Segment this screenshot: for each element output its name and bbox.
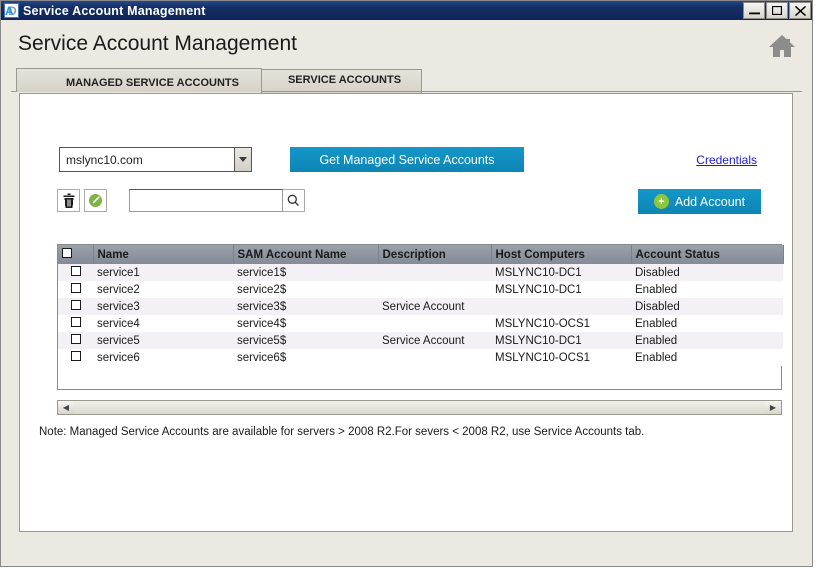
svg-text:A: A [5,4,14,17]
